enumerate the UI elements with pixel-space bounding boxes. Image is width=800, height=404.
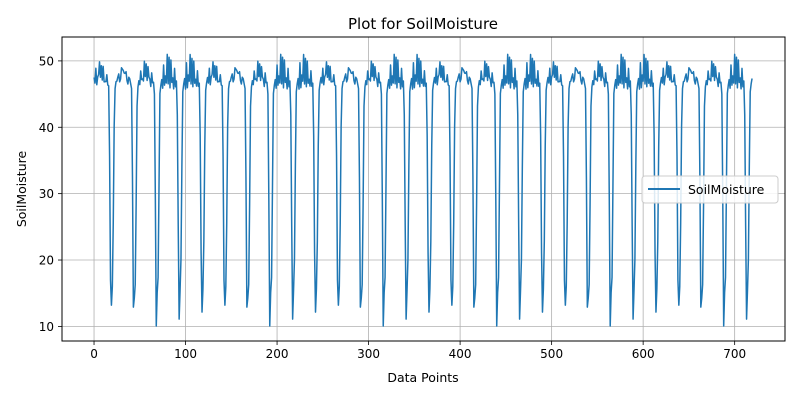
axes: 0 100 200 300 400 500 600 700 10 20 30 40 50 — [39, 54, 746, 361]
plot-area-frame — [61, 36, 786, 342]
y-tick-label: 30 — [39, 187, 54, 201]
chart-title: Plot for SoilMoisture — [348, 15, 498, 33]
y-tick-label: 40 — [39, 121, 54, 135]
series-layer — [93, 53, 753, 327]
legend-label: SoilMoisture — [688, 182, 765, 197]
x-tick-label: 300 — [357, 347, 380, 361]
legend: SoilMoisture — [641, 175, 779, 204]
x-tick-label: 200 — [266, 347, 289, 361]
x-tick-label: 600 — [632, 347, 655, 361]
y-tick-label: 20 — [39, 254, 54, 268]
series-line-soilmoisture — [93, 53, 753, 327]
y-tick-label: 10 — [39, 320, 54, 334]
x-tick-label: 700 — [723, 347, 746, 361]
x-tick-label: 100 — [174, 347, 197, 361]
y-axis-label: SoilMoisture — [14, 151, 29, 228]
x-tick-label: 500 — [540, 347, 563, 361]
legend-box — [641, 175, 779, 204]
x-tick-label: 400 — [449, 347, 472, 361]
x-tick-label: 0 — [90, 347, 98, 361]
y-tick-label: 50 — [39, 54, 54, 68]
x-axis-label: Data Points — [387, 370, 458, 385]
